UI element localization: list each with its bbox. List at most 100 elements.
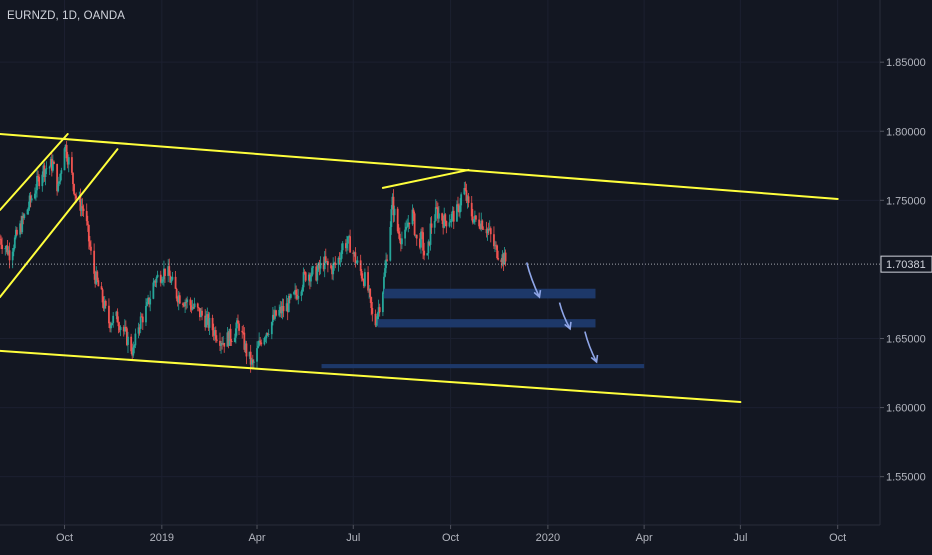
candle-211 — [311, 265, 313, 278]
rising-wedge-upper[interactable] — [0, 133, 69, 211]
candle-269 — [397, 224, 400, 239]
candle-50 — [73, 183, 75, 196]
candle-74 — [109, 321, 111, 333]
arrow-1[interactable] — [525, 262, 542, 299]
candle-71 — [103, 295, 106, 312]
candle-253 — [374, 309, 377, 328]
candle-272 — [401, 231, 403, 249]
zone-3[interactable] — [321, 364, 645, 369]
candle-194 — [286, 298, 289, 321]
candle-291 — [429, 217, 432, 251]
candle-116 — [170, 276, 173, 285]
candle-290 — [428, 241, 431, 247]
candle-176 — [259, 336, 262, 346]
candle-277 — [408, 222, 411, 229]
candle-300 — [443, 207, 446, 229]
candle-284 — [420, 228, 422, 254]
candle-197 — [289, 293, 292, 300]
candle-31 — [44, 168, 47, 186]
candle-231 — [340, 243, 343, 263]
candle-203 — [300, 289, 303, 302]
candle-316 — [466, 194, 469, 209]
candle-223 — [330, 262, 332, 270]
candle-165 — [243, 327, 246, 353]
candle-36 — [51, 154, 54, 173]
candle-191 — [281, 298, 284, 320]
candle-263 — [389, 221, 392, 262]
candle-295 — [435, 201, 438, 210]
candle-201 — [296, 288, 299, 301]
x-tick-label-7: Jul — [733, 532, 747, 544]
candle-40 — [58, 181, 61, 187]
candle-308 — [456, 200, 458, 222]
candle-87 — [127, 331, 129, 353]
candle-306 — [451, 206, 454, 222]
candle-264 — [390, 205, 393, 235]
candle-156 — [229, 324, 232, 347]
candle-180 — [265, 332, 268, 344]
channel-lower[interactable] — [0, 349, 742, 404]
candle-57 — [82, 204, 85, 217]
price-axis[interactable]: 1.85000 1.80000 1.75000 1.65000 1.60000 1.550… — [880, 57, 926, 484]
candle-195 — [287, 293, 290, 313]
candle-119 — [175, 287, 178, 302]
zone-2[interactable] — [377, 319, 596, 328]
candle-299 — [442, 215, 445, 235]
candle-108 — [159, 270, 162, 287]
candle-254 — [375, 316, 378, 328]
candle-150 — [221, 337, 224, 350]
arrow-3[interactable] — [584, 331, 599, 364]
candle-274 — [405, 220, 408, 232]
candle-2 — [1, 237, 4, 254]
candle-134 — [197, 306, 200, 312]
candle-240 — [354, 247, 357, 268]
candle-133 — [196, 302, 199, 312]
channel-upper[interactable] — [0, 133, 839, 200]
zone-1[interactable] — [383, 288, 596, 299]
candle-226 — [333, 261, 336, 271]
candle-293 — [433, 214, 436, 234]
candle-301 — [444, 213, 447, 226]
candle-234 — [346, 235, 348, 255]
candle-173 — [256, 341, 258, 368]
candle-245 — [361, 273, 364, 282]
candle-218 — [322, 256, 325, 272]
candle-338 — [500, 257, 503, 269]
candle-161 — [237, 314, 239, 324]
time-axis[interactable]: Oct 2019 Apr Jul Oct 2020 Apr Jul Oct — [56, 525, 846, 544]
candle-288 — [426, 252, 429, 256]
candle-190 — [280, 301, 283, 319]
candle-102 — [149, 290, 152, 312]
x-tick-label-6: Apr — [636, 532, 653, 544]
candle-5 — [6, 240, 9, 256]
candle-198 — [293, 290, 295, 296]
top-line[interactable] — [381, 168, 470, 189]
candle-142 — [208, 312, 211, 335]
candle-285 — [421, 227, 423, 240]
candle-233 — [344, 239, 347, 252]
arrow-2[interactable] — [558, 302, 572, 331]
candle-177 — [260, 339, 263, 347]
candle-137 — [201, 307, 203, 321]
candle-207 — [304, 271, 307, 283]
candle-98 — [145, 298, 147, 327]
candle-192 — [282, 298, 285, 318]
candle-123 — [182, 302, 184, 308]
candle-158 — [233, 333, 236, 343]
candle-106 — [155, 275, 158, 288]
candle-243 — [359, 254, 362, 276]
candle-241 — [355, 260, 358, 264]
candles — [0, 140, 507, 373]
candle-239 — [353, 251, 356, 257]
candle-75 — [110, 321, 112, 333]
candle-228 — [337, 256, 340, 272]
candle-135 — [199, 308, 201, 321]
rising-wedge-lower[interactable] — [0, 148, 119, 299]
candle-170 — [250, 357, 253, 368]
candle-18 — [26, 208, 29, 215]
candle-327 — [482, 226, 485, 230]
x-tick-label-2: Apr — [248, 532, 265, 544]
candle-81 — [118, 321, 121, 333]
